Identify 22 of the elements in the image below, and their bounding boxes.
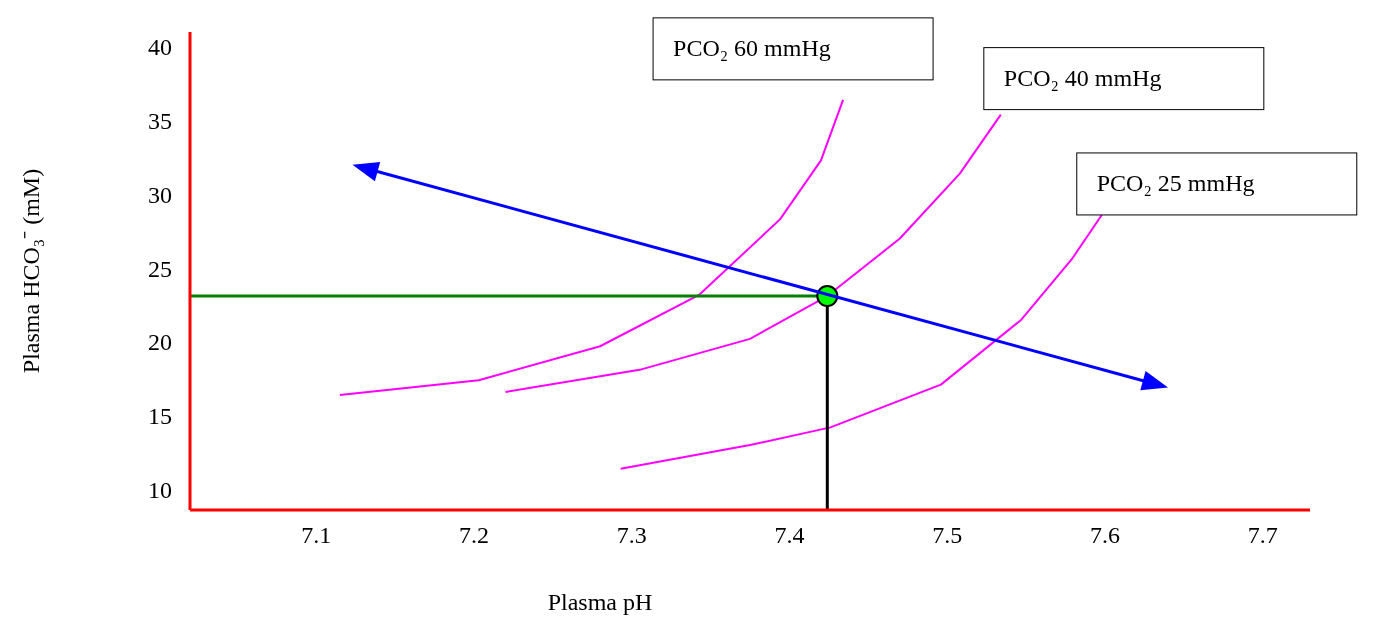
x-tick-label: 7.6 [1089, 522, 1120, 549]
x-tick-label: 7.3 [616, 522, 647, 549]
y-tick-label: 25 [148, 255, 172, 282]
x-tick-label: 7.1 [301, 522, 332, 549]
series-label: PCO₂ 25 mmHg [1096, 169, 1255, 196]
x-tick-label: 7.5 [932, 522, 963, 549]
x-tick-label: 7.2 [458, 522, 489, 549]
series-label: PCO₂ 60 mmHg [673, 34, 831, 61]
x-tick-label: 7.7 [1247, 522, 1278, 549]
line-series [338, 98, 845, 396]
y-tick-label: 20 [148, 329, 172, 356]
line-series [504, 113, 1002, 393]
series-label: PCO₂ 40 mmHg [1003, 64, 1162, 91]
y-tick-label: 35 [148, 108, 172, 135]
y-tick-label: 40 [148, 34, 172, 61]
x-axis-title: Plasma pH [547, 589, 653, 615]
line-series [619, 213, 1103, 470]
y-tick-label: 15 [148, 403, 172, 430]
y-axis-title: Plasma HCO₃⁻ (mM) [17, 168, 44, 374]
y-tick-label: 10 [148, 476, 172, 503]
y-tick-label: 30 [148, 181, 172, 208]
x-tick-label: 7.4 [774, 522, 805, 549]
